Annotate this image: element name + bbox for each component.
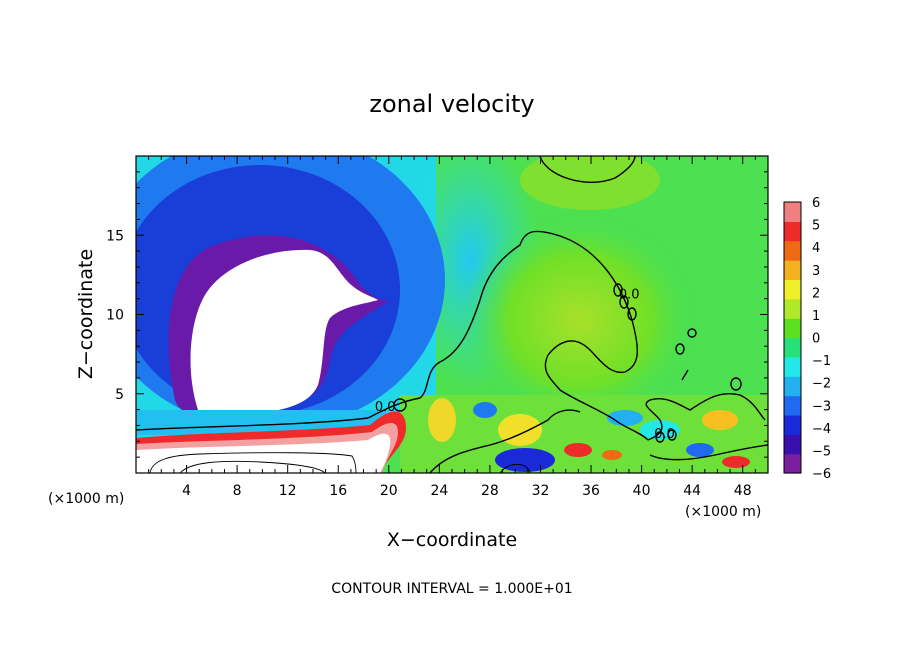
colorbar-tick-label: 0 [812, 332, 820, 347]
contour-lines [136, 156, 768, 473]
x-axis-label: X−coordinate [387, 529, 517, 551]
colorbar-swatch [784, 202, 801, 222]
field-red-spot-1 [564, 443, 592, 457]
field-yellow-1 [428, 398, 456, 442]
colorbar-swatch [784, 414, 801, 435]
colorbar-tick-label: 5 [812, 219, 820, 234]
x-tick-label: 16 [329, 483, 347, 499]
contour-label: 0.0 [654, 427, 675, 442]
x-tick-label: 24 [430, 483, 448, 499]
colorbar-tick-label: −2 [812, 377, 831, 392]
colorbar-tick-label: 4 [812, 241, 820, 256]
chart-title: zonal velocity [369, 90, 534, 118]
field-blue-spot-3 [607, 410, 643, 426]
x-tick-label: 44 [683, 483, 701, 499]
y-tick-labels: 5 10 15 [106, 228, 124, 403]
contour-label: 0.0 [375, 400, 396, 415]
x-tick-label: 20 [380, 483, 398, 499]
colorbar-tick-label: −1 [812, 354, 831, 369]
y-tick-label: 10 [106, 308, 124, 324]
colorbar-swatch [784, 240, 801, 261]
x-tick-label: 36 [582, 483, 600, 499]
field-surface-green [400, 395, 768, 473]
colorbar-swatch [784, 453, 801, 474]
colorbar-tick-label: 1 [812, 309, 820, 324]
colorbar-tick-label: 6 [812, 196, 820, 211]
y-tick-label: 5 [115, 387, 124, 403]
field-red-spot-3 [722, 456, 750, 468]
x-tick-label: 12 [279, 483, 297, 499]
colorbar-swatch [784, 376, 801, 397]
field-cyan-spot [640, 420, 680, 440]
colorbar-tick-label: 3 [812, 264, 820, 279]
colorbar-swatch [784, 356, 801, 377]
contour-interval-note: CONTOUR INTERVAL = 1.000E+01 [331, 581, 572, 597]
x-unit-right: (×1000 m) [685, 504, 761, 520]
axis-ticks [136, 156, 768, 473]
colorbar-swatch [784, 279, 801, 300]
y-axis-label: Z−coordinate [75, 249, 97, 379]
colorbar-swatches [784, 202, 801, 474]
colorbar-tick-label: 2 [812, 286, 820, 301]
field-blue-spot-4 [686, 443, 714, 457]
field-red-spot-2 [602, 450, 622, 460]
field-blue-spot-1 [473, 402, 497, 418]
plot-area: 0.0 0.0 0.0 [136, 156, 768, 473]
x-tick-label: 40 [633, 483, 651, 499]
x-tick-label: 8 [233, 483, 242, 499]
colorbar-swatch [784, 298, 801, 319]
colorbar-tick-label: −6 [812, 467, 831, 482]
colorbar-swatch [784, 337, 801, 358]
x-tick-labels: 4 8 12 16 20 24 28 32 36 40 44 48 [182, 483, 752, 499]
field-bottom-white [136, 433, 391, 473]
colorbar-labels: 6 5 4 3 2 1 0 −1 −2 −3 −4 −5 −6 [812, 196, 831, 482]
contour-labels: 0.0 0.0 0.0 [375, 288, 675, 442]
colorbar-swatch [784, 221, 801, 242]
field-yellow-3 [702, 410, 738, 430]
colorbar: 6 5 4 3 2 1 0 −1 −2 −3 −4 −5 −6 [783, 196, 831, 482]
x-tick-label: 48 [734, 483, 752, 499]
colorbar-tick-label: −4 [812, 422, 831, 437]
x-unit-left: (×1000 m) [48, 491, 124, 507]
x-tick-label: 4 [182, 483, 191, 499]
colorbar-frame [783, 201, 802, 474]
colorbar-tick-label: −3 [812, 399, 831, 414]
contour-label: 0.0 [619, 288, 640, 303]
y-tick-label: 15 [106, 228, 124, 244]
x-tick-label: 32 [532, 483, 550, 499]
colorbar-swatch [784, 260, 801, 281]
x-tick-label: 28 [481, 483, 499, 499]
field-white-core [190, 249, 378, 417]
colorbar-swatch [784, 318, 801, 339]
colorbar-tick-label: −5 [812, 444, 831, 459]
contour-lines-thin [149, 452, 531, 473]
field-yellow-2 [498, 414, 542, 446]
colorbar-swatch [784, 395, 801, 416]
field-green-plume [460, 210, 700, 430]
colorbar-swatch [784, 434, 801, 455]
